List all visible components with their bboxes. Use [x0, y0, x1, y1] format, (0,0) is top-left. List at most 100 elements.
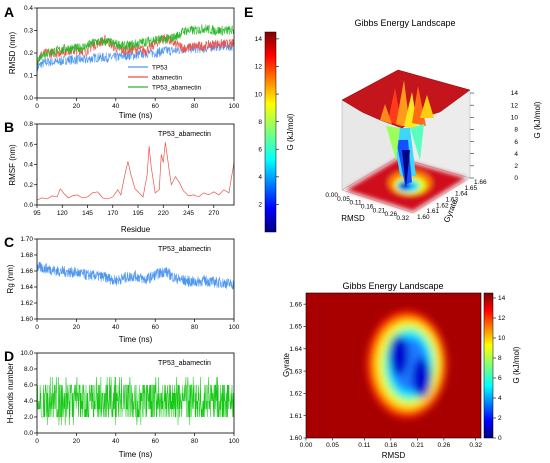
y-tick-label: 4.0 [24, 398, 33, 405]
colorbar-tick-label: 4 [498, 395, 502, 402]
y-tick-label: 1.62 [289, 391, 302, 398]
y-tick-label: 1.60 [20, 316, 33, 323]
y-tick-label: 1.65 [465, 185, 478, 192]
legend-entry-tp53: TP53 [152, 65, 168, 72]
colorbar-tick-label: 4 [258, 174, 262, 181]
heatmap-density [366, 310, 447, 418]
y-tick-label: 1.64 [455, 191, 468, 198]
y-axis-label: RMSD (nm) [8, 32, 17, 75]
x-tick-label: 0.21 [373, 207, 386, 214]
colorbar-tick-label: 14 [255, 36, 263, 43]
series-rmsf [37, 142, 234, 201]
y-tick-label: 0.0 [24, 430, 33, 437]
x-axis-label: Time (ns) [119, 335, 153, 344]
x-tick-label: 100 [229, 103, 240, 110]
y-tick-label: 0.4 [24, 5, 33, 12]
colorbar-tick-label: 6 [498, 375, 502, 382]
y-tick-label: 8.0 [24, 366, 33, 373]
y-axis-label: H-Bonds number [6, 362, 15, 423]
z-tick-label: 4 [514, 151, 518, 158]
energy-minimum [389, 335, 409, 376]
panel-annotation: TP53_abamectin [158, 360, 211, 367]
panel-c-rg: 0 20 40 60 80 100 1.60 1.62 1.64 1.66 1.68 1.70 TP5… [6, 236, 240, 344]
x-axis-label: RMSD [382, 451, 406, 460]
colorbar-tick-label: 6 [258, 146, 262, 153]
x-tick-label: 100 [229, 324, 240, 331]
surface-funnel [380, 80, 434, 188]
x-tick-label: 0.05 [326, 442, 339, 449]
x-tick-label: 40 [112, 324, 120, 331]
x-tick-label: 220 [158, 210, 169, 217]
x-tick-label: 60 [152, 438, 160, 445]
z-tick-label: 8 [514, 127, 518, 134]
y-axis-label: RMSF (nm) [8, 144, 17, 186]
x-tick-label: 95 [33, 210, 41, 217]
panel-label-e: E [244, 4, 253, 20]
x-tick-label: 80 [191, 438, 199, 445]
panel-annotation: TP53_abamectin [158, 131, 211, 138]
x-tick-label: 145 [82, 210, 93, 217]
panel-label-d: D [4, 348, 14, 364]
x-tick-label: 0 [35, 324, 39, 331]
x-tick-label: 0 [35, 103, 39, 110]
x-tick-label: 40 [112, 438, 120, 445]
x-tick-label: 40 [112, 103, 120, 110]
legend-entry-tp53-abamectin: TP53_abamectin [152, 85, 202, 92]
x-tick-label: 0.21 [411, 442, 424, 449]
x-tick-label: 0.26 [438, 442, 451, 449]
y-tick-label: 1.64 [20, 284, 33, 291]
y-tick-label: 2.0 [24, 414, 33, 421]
y-tick-label: 0.8 [24, 121, 33, 128]
series-rg [37, 261, 234, 290]
x-tick-label: 245 [183, 210, 194, 217]
y-tick-label: 0.2 [24, 182, 33, 189]
panel-e-3d-landscape: Gibbs Energy Landscape 2 4 6 8 10 12 14 G (kJ/… [255, 18, 542, 233]
series-hbonds [37, 376, 234, 426]
x-tick-label: 20 [73, 103, 81, 110]
x-tick-label: 170 [107, 210, 118, 217]
y-tick-label: 1.65 [289, 324, 302, 331]
panel-e-2d-landscape: Gibbs Energy Landscape 0.00 0.05 0.11 0.16 0… [282, 281, 521, 460]
x-axis-label: Time (ns) [119, 111, 153, 120]
y-axis-label: Rg (nm) [6, 264, 15, 293]
colorbar-tick-label: 10 [255, 91, 263, 98]
plot-frame [36, 352, 235, 434]
x-tick-label: 0.32 [469, 442, 482, 449]
x-tick-label: 0.00 [325, 192, 338, 199]
x-tick-label: 80 [191, 324, 199, 331]
z-tick-label: 10 [511, 115, 519, 122]
x-tick-label: 0.16 [361, 204, 374, 211]
energy-minimum [412, 357, 432, 398]
y-tick-label: 10.0 [20, 350, 33, 357]
chart-title: Gibbs Energy Landscape [354, 18, 455, 28]
y-tick-label: 1.66 [474, 179, 487, 186]
y-tick-label: 1.61 [427, 208, 440, 215]
panel-a-rmsd: 0 20 40 60 80 100 0.0 0.1 0.2 0.3 0.4 Time (ns) RM… [8, 5, 240, 120]
x-tick-label: 100 [229, 438, 240, 445]
z-tick-label: 2 [514, 163, 518, 170]
panel-label-c: C [4, 234, 14, 250]
z-tick-label: 0 [514, 175, 518, 182]
colorbar-tick-label: 0 [498, 435, 502, 442]
x-tick-label: 20 [73, 324, 81, 331]
legend-entry-abamectin: abamectin [152, 75, 182, 82]
x-tick-label: 270 [208, 210, 219, 217]
colorbar-tick-label: 2 [258, 202, 262, 209]
y-tick-label: 0.6 [24, 141, 33, 148]
x-tick-label: 0.11 [358, 442, 371, 449]
chart-title: Gibbs Energy Landscape [342, 281, 443, 291]
y-tick-label: 1.66 [20, 268, 33, 275]
y-tick-label: 1.60 [289, 435, 302, 442]
colorbar-tick-label: 10 [498, 335, 506, 342]
y-tick-label: 0.0 [24, 202, 33, 209]
y-tick-label: 1.66 [289, 301, 302, 308]
y-tick-label: 1.60 [417, 214, 430, 221]
y-tick-label: 1.62 [20, 300, 33, 307]
colorbar-tick-label: 14 [498, 295, 506, 302]
x-tick-label: 0.11 [349, 200, 362, 207]
panel-label-b: B [4, 119, 14, 135]
x-tick-label: 120 [57, 210, 68, 217]
panel-d-hbonds: 0 20 40 60 80 100 0.0 2.0 4.0 6.0 8.0 10.0 TP53_aba… [6, 350, 240, 459]
y-axis-label: Gyrate [282, 352, 291, 377]
z-tick-label: 12 [511, 102, 519, 109]
